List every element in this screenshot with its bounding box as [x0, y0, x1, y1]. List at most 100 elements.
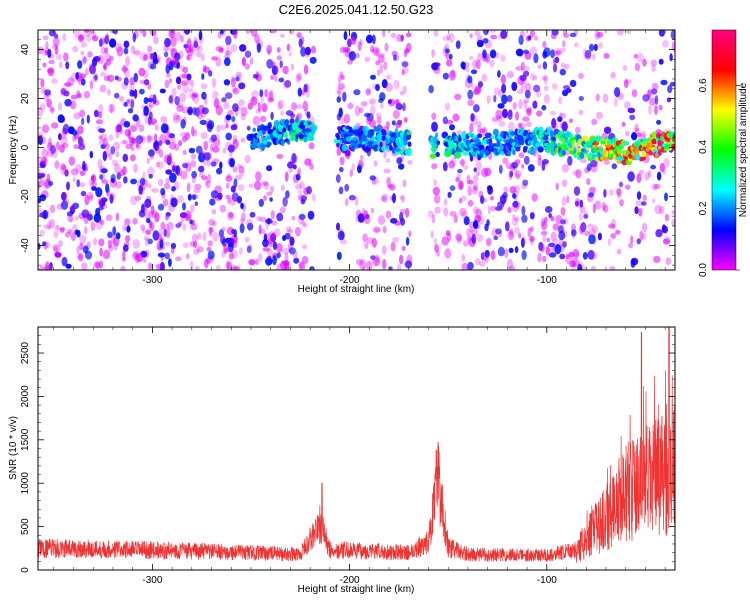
heatmap-cell	[337, 230, 345, 241]
heatmap-cell	[664, 192, 668, 202]
colorbar-bar	[711, 29, 737, 271]
heatmap-cell	[669, 53, 673, 62]
heatmap-cell	[38, 107, 44, 117]
heatmap-cell	[63, 90, 70, 97]
heatmap-cell	[178, 92, 187, 103]
heatmap-cell	[550, 111, 556, 116]
heatmap-cell	[393, 79, 400, 90]
heatmap-cell	[177, 167, 182, 176]
heatmap-cell	[151, 188, 159, 193]
heatmap-cell	[550, 136, 556, 141]
heatmap-cell	[366, 88, 372, 94]
heatmap-cell	[514, 159, 521, 165]
heatmap-cell	[143, 70, 149, 79]
heatmap-cell	[93, 238, 98, 246]
heatmap-cell	[295, 74, 301, 83]
heatmap-cell	[104, 47, 108, 54]
heatmap-cell	[260, 96, 264, 104]
heatmap-cell	[458, 159, 466, 166]
heatmap-cell	[186, 53, 193, 61]
heatmap-cell	[627, 171, 635, 182]
heatmap-cell	[77, 60, 83, 69]
heatmap-cell	[658, 30, 665, 37]
heatmap-cell	[149, 63, 157, 70]
heatmap-cell	[590, 159, 598, 168]
heatmap-cell	[280, 33, 285, 38]
heatmap-cell	[526, 35, 532, 42]
heatmap-cell	[508, 247, 514, 253]
heatmap-cell	[278, 77, 285, 83]
heatmap-cell	[636, 238, 641, 245]
heatmap-cell	[225, 260, 233, 270]
heatmap-cell	[143, 105, 149, 117]
heatmap-cell	[462, 151, 469, 156]
heatmap-cell	[165, 214, 169, 221]
heatmap-cell	[199, 119, 207, 126]
heatmap-cell	[509, 231, 514, 239]
heatmap-cell	[480, 195, 485, 205]
heatmap-cell	[58, 133, 62, 141]
heatmap-cell	[569, 133, 573, 138]
heatmap-cell	[654, 204, 662, 215]
heatmap-cell	[123, 47, 129, 55]
heatmap-cell	[344, 183, 350, 192]
heatmap-cell	[172, 112, 179, 121]
heatmap-cell	[289, 236, 295, 246]
heatmap-cell	[281, 260, 290, 266]
heatmap-cell	[203, 152, 211, 161]
heatmap-cell	[216, 264, 221, 270]
heatmap-cell	[664, 213, 670, 222]
heatmap-cell	[175, 31, 182, 42]
heatmap-cell	[198, 165, 205, 173]
heatmap-cell	[59, 144, 65, 153]
heatmap-cell	[182, 162, 189, 169]
heatmap-cell	[540, 243, 545, 253]
heatmap-cell	[270, 74, 275, 81]
heatmap-cell	[158, 139, 163, 147]
heatmap-cell	[64, 198, 70, 205]
heatmap-cell	[270, 111, 274, 121]
heatmap-cell	[271, 231, 277, 242]
heatmap-cell	[283, 131, 288, 138]
heatmap-cell	[380, 103, 384, 109]
heatmap-cell	[67, 77, 75, 87]
heatmap-cell	[210, 190, 219, 199]
heatmap-cell	[40, 156, 48, 164]
heatmap-cell	[458, 180, 464, 190]
heatmap-cell	[38, 192, 42, 197]
heatmap-cell	[393, 54, 397, 61]
heatmap-cell	[535, 89, 542, 98]
heatmap-cell	[661, 224, 666, 233]
heatmap-cell	[312, 193, 316, 202]
heatmap-cell	[650, 164, 656, 170]
snr-x-axis: -300 -200 -100	[53, 327, 666, 586]
heatmap-cell	[399, 208, 407, 215]
heatmap-cell	[630, 258, 636, 268]
heatmap-cell	[303, 135, 308, 143]
heatmap-cell	[563, 32, 570, 39]
heatmap-cell	[502, 108, 508, 119]
heatmap-cell	[578, 109, 584, 116]
heatmap-cell	[109, 38, 117, 48]
heatmap-cell	[144, 249, 150, 259]
heatmap-cell	[228, 211, 234, 219]
heatmap-cell	[225, 123, 229, 129]
heatmap-cell	[217, 192, 223, 200]
heatmap-cell	[152, 230, 160, 241]
heatmap-cell	[171, 186, 176, 192]
heatmap-cell	[598, 145, 603, 150]
heatmap-cell	[56, 253, 61, 258]
heatmap-cell	[390, 32, 397, 39]
heatmap-cell	[254, 33, 260, 44]
heatmap-cell	[225, 132, 232, 141]
heatmap-cell	[551, 83, 558, 90]
heatmap-cell	[46, 173, 51, 184]
heatmap-cell	[79, 170, 86, 176]
heatmap-cell	[238, 82, 246, 90]
heatmap-cell	[582, 252, 588, 260]
heatmap-cell	[336, 87, 343, 95]
heatmap-cell	[515, 173, 520, 180]
heatmap-cell	[287, 229, 294, 234]
heatmap-cell	[375, 84, 380, 91]
heatmap-cell	[359, 39, 363, 46]
